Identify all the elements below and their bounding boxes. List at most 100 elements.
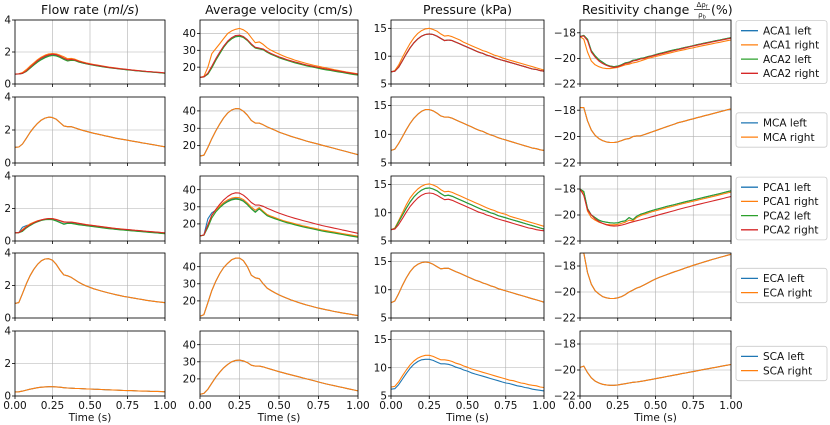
legend-label: MCA right <box>763 132 815 144</box>
series-line <box>200 359 358 395</box>
panel: 20 30 40 <box>183 96 359 166</box>
panel: 5 10 15 <box>374 19 545 91</box>
panel: 20 30 40 0.00 0.25 0.50 0.75 1.00 Time (s) <box>183 330 370 424</box>
xtick-label: 0.50 <box>267 400 290 412</box>
series-line <box>200 35 358 78</box>
panel: −22 −20 −18 <box>554 175 732 248</box>
ytick-label: −20 <box>554 365 576 377</box>
xtick-label: 0.75 <box>494 400 517 412</box>
series-line <box>391 261 544 304</box>
legend: ECA left ECA right <box>735 267 828 304</box>
ytick-label: 10 <box>374 284 387 296</box>
column-title: Average velocity (cm/s) <box>205 2 353 17</box>
x-axis-label: Time (s) <box>68 412 112 424</box>
series-line <box>391 27 544 73</box>
legend-box <box>735 112 828 148</box>
ytick-label: 20 <box>183 218 196 230</box>
series-line <box>200 196 358 237</box>
series-line <box>200 198 358 238</box>
ytick-label: 30 <box>183 356 196 368</box>
title-frac-denominator-sub: b <box>703 15 706 21</box>
legend-box <box>735 345 828 382</box>
column-title: Flow rate (ml/s) <box>41 2 139 17</box>
panel: 20 30 40 <box>183 252 359 321</box>
xtick-label: 0.75 <box>307 400 330 412</box>
legend: ACA1 left ACA1 right ACA2 left ACA2 right <box>735 20 828 84</box>
series-line <box>15 218 165 235</box>
xtick-label: 0.75 <box>116 400 139 412</box>
ytick-label: −20 <box>554 287 576 299</box>
xtick-label: 1.00 <box>153 400 176 412</box>
xtick-label: 1.00 <box>532 400 555 412</box>
ytick-label: 15 <box>374 23 387 35</box>
ytick-label: 30 <box>183 278 196 290</box>
ytick-label: −18 <box>554 339 576 351</box>
ytick-label: 4 <box>4 92 11 104</box>
series-line <box>580 34 731 68</box>
ytick-label: 5 <box>380 158 387 170</box>
legend-label: PCA1 right <box>763 196 819 208</box>
ytick-label: 2 <box>4 203 11 215</box>
series-line <box>15 386 165 393</box>
x-axis-label: Time (s) <box>257 412 301 424</box>
series-line <box>200 192 358 237</box>
ytick-label: 0 <box>4 79 11 91</box>
ytick-label: 30 <box>183 45 196 57</box>
xtick-label: 0.50 <box>456 400 479 412</box>
panel: 20 30 40 <box>183 19 359 87</box>
title-frac-numerator: Δρf <box>697 1 708 11</box>
column-title-text: Resitivity change <box>582 2 690 17</box>
series-line <box>200 257 358 317</box>
xtick-label: 1.00 <box>346 400 369 412</box>
ytick-label: 4 <box>4 15 11 27</box>
ytick-label: 5 <box>380 391 387 403</box>
ytick-label: −18 <box>554 27 576 39</box>
series-line <box>200 108 358 157</box>
series-line <box>580 36 731 70</box>
ytick-label: 15 <box>374 100 387 112</box>
ytick-label: 5 <box>380 313 387 325</box>
xtick-label: 0.25 <box>228 400 251 412</box>
panel: 0 2 4 <box>4 248 166 325</box>
ytick-label: 15 <box>374 256 387 268</box>
legend-label: ECA right <box>763 287 812 299</box>
ytick-label: 0 <box>4 391 11 403</box>
series-line <box>200 34 358 78</box>
legend-label: ECA left <box>763 273 805 285</box>
ytick-label: −20 <box>554 53 576 65</box>
legend-box <box>735 20 828 84</box>
legend-label: PCA1 left <box>763 182 811 194</box>
ytick-label: −20 <box>554 210 576 222</box>
series-line <box>15 218 165 234</box>
xtick-label: 1.00 <box>719 400 742 412</box>
ytick-label: 40 <box>183 184 196 196</box>
ytick-label: −20 <box>554 131 576 143</box>
panel: 5 10 15 <box>374 96 545 170</box>
title-frac-numerator-sub: f <box>706 5 708 11</box>
series-line <box>15 116 165 148</box>
legend-label: ACA2 right <box>763 68 819 80</box>
ytick-label: 15 <box>374 334 387 346</box>
legend-label: PCA2 right <box>763 225 819 237</box>
legend-label: PCA2 left <box>763 210 811 222</box>
x-axis-label: Time (s) <box>633 412 677 424</box>
legend-box <box>735 176 828 241</box>
ytick-label: 0 <box>4 158 11 170</box>
legend-label: SCA right <box>763 365 812 377</box>
ytick-label: 5 <box>380 79 387 91</box>
ytick-label: 20 <box>183 373 196 385</box>
ytick-label: 20 <box>183 140 196 152</box>
ytick-label: 20 <box>183 62 196 74</box>
ytick-label: 0 <box>4 236 11 248</box>
legend: PCA1 left PCA1 right PCA2 left PCA2 right <box>735 176 828 241</box>
series-line <box>391 354 544 389</box>
title-frac-denominator: ρb <box>698 11 706 21</box>
series-line <box>580 188 731 227</box>
x-axis-label: Time (s) <box>445 412 489 424</box>
ytick-label: −22 <box>554 391 576 403</box>
ytick-label: 10 <box>374 207 387 219</box>
panel: 0 2 4 <box>4 171 166 248</box>
column-title: Pressure (kPa) <box>423 2 512 17</box>
